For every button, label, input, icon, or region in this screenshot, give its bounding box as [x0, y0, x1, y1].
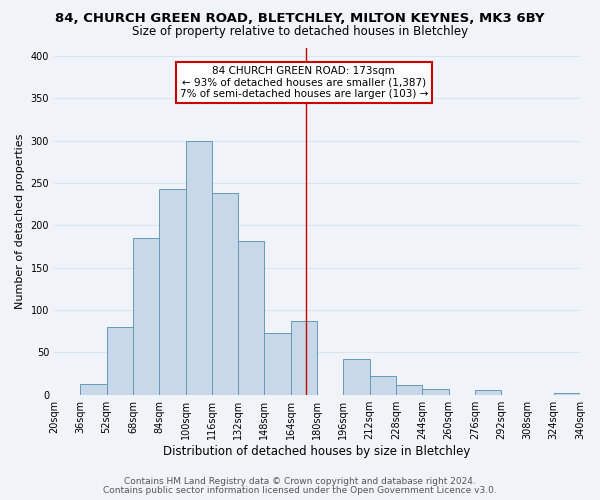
Bar — [370, 376, 396, 394]
Bar — [185, 140, 212, 394]
Bar — [159, 189, 185, 394]
X-axis label: Distribution of detached houses by size in Bletchley: Distribution of detached houses by size … — [163, 444, 471, 458]
Bar — [212, 193, 238, 394]
Bar — [107, 327, 133, 394]
Bar — [343, 359, 370, 394]
Bar — [238, 242, 265, 394]
Text: Contains HM Land Registry data © Crown copyright and database right 2024.: Contains HM Land Registry data © Crown c… — [124, 477, 476, 486]
Bar — [80, 384, 107, 394]
Text: 84, CHURCH GREEN ROAD, BLETCHLEY, MILTON KEYNES, MK3 6BY: 84, CHURCH GREEN ROAD, BLETCHLEY, MILTON… — [55, 12, 545, 26]
Bar — [291, 321, 317, 394]
Bar — [422, 389, 449, 394]
Bar — [396, 384, 422, 394]
Bar — [133, 238, 159, 394]
Text: Contains public sector information licensed under the Open Government Licence v3: Contains public sector information licen… — [103, 486, 497, 495]
Y-axis label: Number of detached properties: Number of detached properties — [15, 134, 25, 309]
Bar — [475, 390, 501, 394]
Text: 84 CHURCH GREEN ROAD: 173sqm
← 93% of detached houses are smaller (1,387)
7% of : 84 CHURCH GREEN ROAD: 173sqm ← 93% of de… — [179, 66, 428, 100]
Bar — [554, 393, 580, 394]
Text: Size of property relative to detached houses in Bletchley: Size of property relative to detached ho… — [132, 25, 468, 38]
Bar — [265, 333, 291, 394]
